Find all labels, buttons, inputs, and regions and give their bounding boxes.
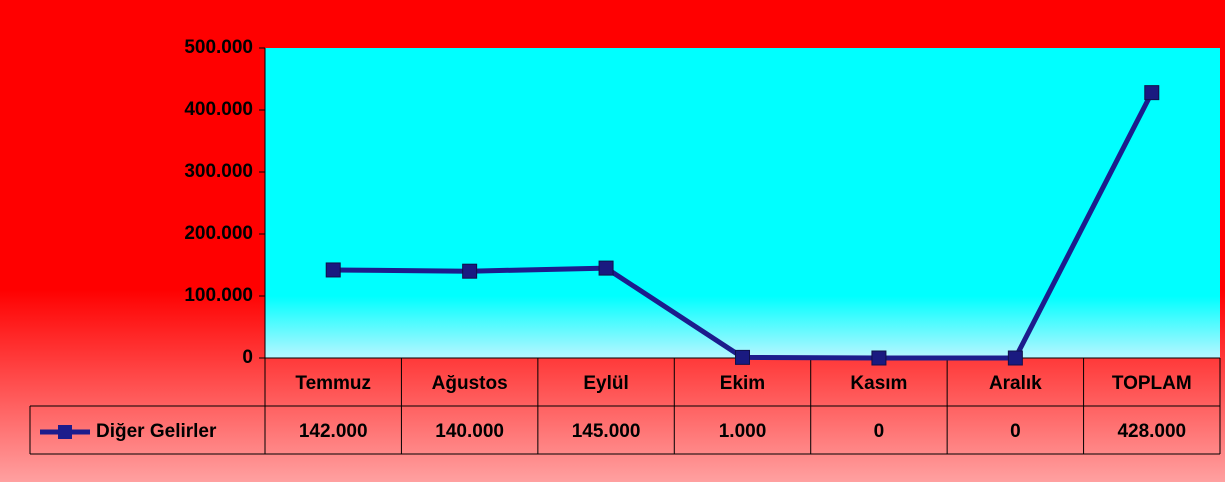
y-tick-label: 0 — [242, 347, 253, 368]
x-tick-label: Ağustos — [432, 373, 508, 394]
y-tick-label: 300.000 — [184, 161, 253, 182]
value-label: 145.000 — [572, 421, 641, 442]
value-label: 140.000 — [435, 421, 504, 442]
value-label: 0 — [1010, 421, 1021, 442]
value-label: 142.000 — [299, 421, 368, 442]
x-tick-label: TOPLAM — [1112, 373, 1192, 394]
x-tick-label: Eylül — [583, 373, 628, 394]
marker — [1144, 85, 1160, 101]
value-label: 0 — [874, 421, 885, 442]
marker — [462, 263, 478, 279]
x-tick-label: Ekim — [720, 373, 765, 394]
legend-label: Diğer Gelirler — [96, 421, 217, 442]
y-tick-label: 100.000 — [184, 285, 253, 306]
plot-area — [265, 48, 1220, 358]
x-tick-label: Aralık — [989, 373, 1042, 394]
legend-marker — [58, 425, 72, 439]
y-tick-label: 500.000 — [184, 37, 253, 58]
x-tick-label: Temmuz — [295, 373, 371, 394]
marker — [871, 350, 887, 366]
y-tick-label: 200.000 — [184, 223, 253, 244]
y-tick-label: 400.000 — [184, 99, 253, 120]
x-tick-label: Kasım — [850, 373, 907, 394]
marker — [1007, 350, 1023, 366]
marker — [735, 349, 750, 365]
marker — [325, 262, 341, 278]
marker — [598, 260, 614, 276]
value-label: 1.000 — [719, 421, 767, 442]
value-label: 428.000 — [1117, 421, 1186, 442]
